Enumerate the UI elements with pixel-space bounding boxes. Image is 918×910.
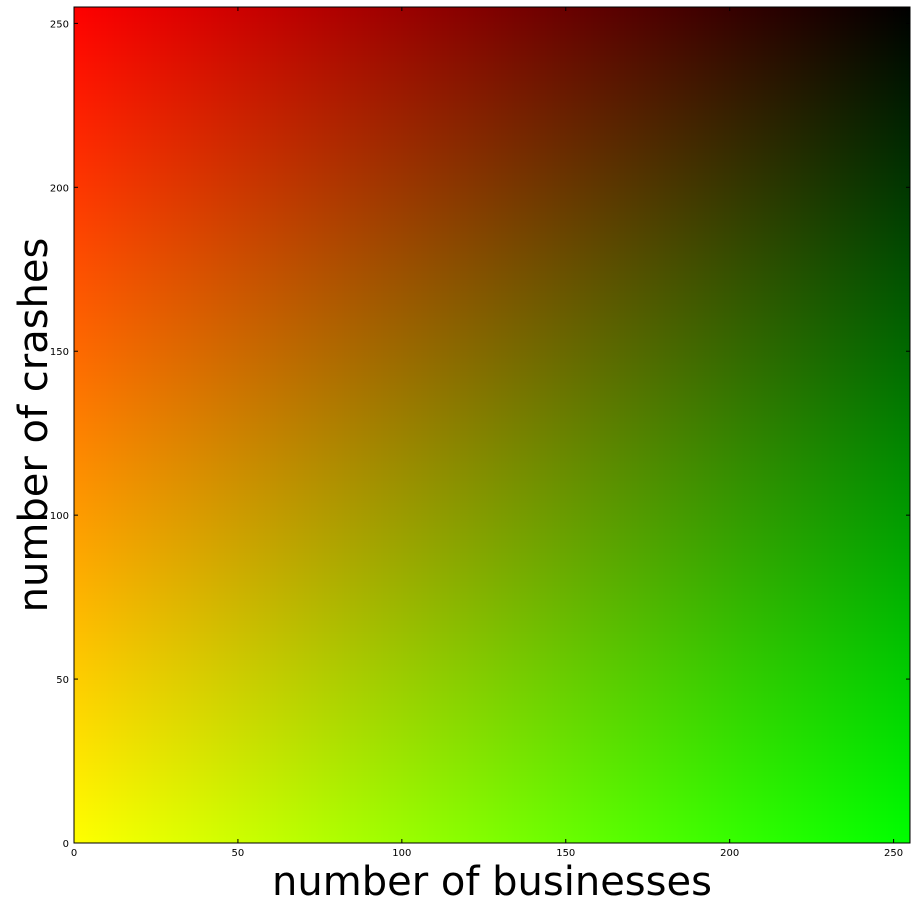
y-tick-label: 100 xyxy=(50,511,69,522)
y-tick-label: 200 xyxy=(50,183,69,194)
x-tick-label: 50 xyxy=(232,848,245,859)
heatmap-gradient xyxy=(74,7,910,843)
y-tick-label: 250 xyxy=(50,19,69,30)
y-tick-label: 50 xyxy=(56,675,69,686)
x-tick-label: 150 xyxy=(556,848,575,859)
x-tick-label: 200 xyxy=(720,848,739,859)
heatmap-image xyxy=(74,7,910,843)
x-tick-label: 0 xyxy=(71,848,77,859)
x-axis: 0 50 100 150 200 250 xyxy=(71,7,903,859)
y-tick-label: 0 xyxy=(63,839,69,850)
y-axis: 0 50 100 150 200 250 xyxy=(50,19,910,850)
y-axis-title: number of crashes xyxy=(11,238,57,613)
x-tick-label: 100 xyxy=(392,848,411,859)
plot-frame xyxy=(73,6,911,844)
x-axis-title: number of businesses xyxy=(272,859,712,905)
x-tick-label: 250 xyxy=(884,848,903,859)
y-tick-label: 150 xyxy=(50,347,69,358)
plot-area xyxy=(73,6,911,844)
